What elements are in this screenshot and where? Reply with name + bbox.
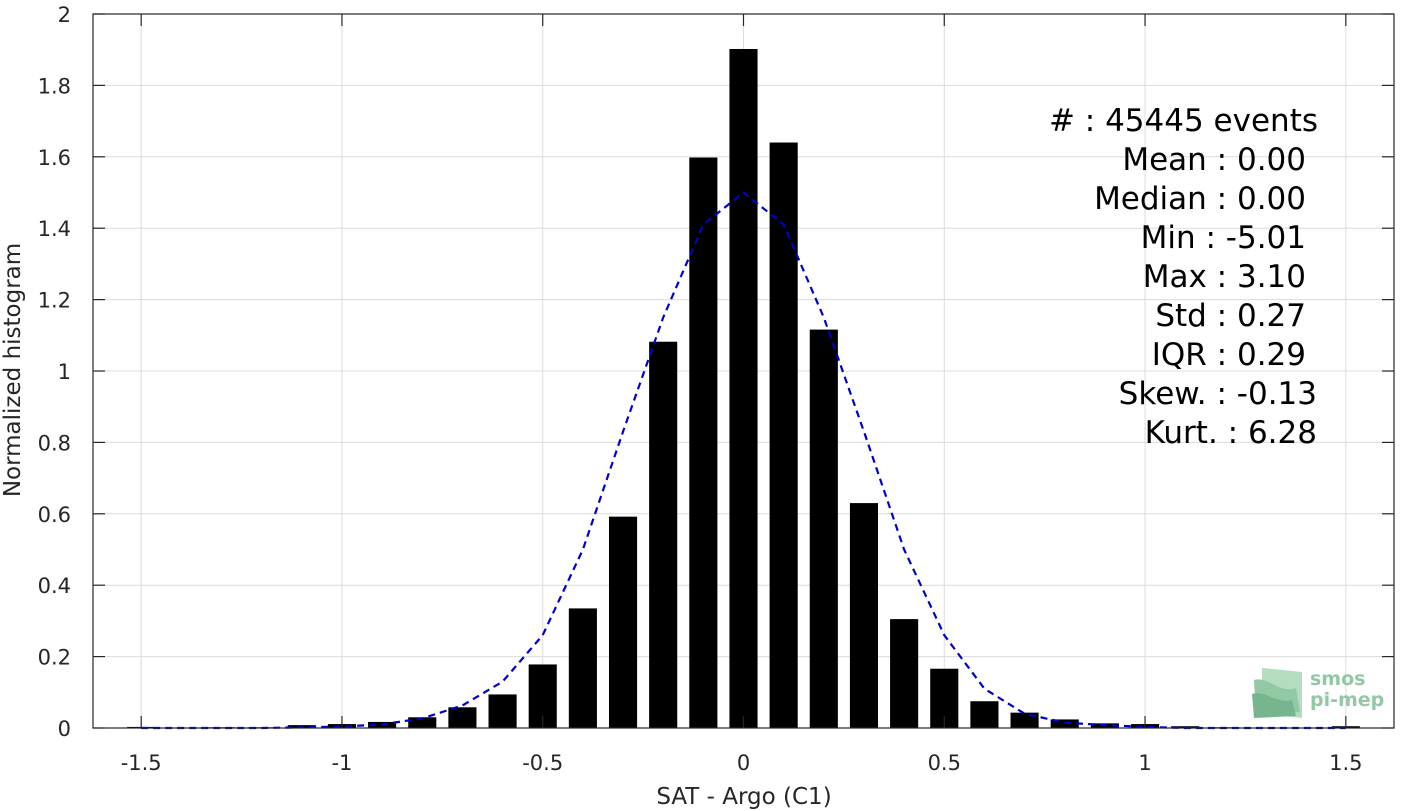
- logo-text-pi-mep: pi-mep: [1310, 689, 1384, 711]
- histogram-bar: [608, 516, 638, 728]
- smos-pi-mep-logo: smos pi-mep: [1252, 668, 1384, 718]
- stat-line: Min : -5.01: [1141, 220, 1306, 256]
- x-tick-label: -0.5: [522, 751, 563, 775]
- histogram-bar: [1010, 712, 1039, 728]
- y-tick-label: 1.4: [38, 217, 71, 241]
- logo-text-smos: smos: [1310, 668, 1365, 690]
- axis-tick-labels: -1.5 -1 -0.5 0 0.5 1 1.5 0 0.2 0.4 0.6 0.8 1 1.2 1.4 1.…: [38, 3, 1363, 775]
- y-tick-label: 0.4: [38, 574, 71, 598]
- histogram-bar: [729, 48, 758, 728]
- y-tick-label: 0.2: [38, 646, 71, 670]
- x-tick-label: -1: [331, 751, 352, 775]
- stat-line: IQR : 0.29: [1152, 337, 1306, 373]
- stat-line: Mean : 0.00: [1122, 142, 1306, 178]
- histogram-bars: [127, 48, 1360, 728]
- x-tick-label: 0.5: [928, 751, 961, 775]
- y-tick-label: 1.6: [38, 146, 71, 170]
- y-tick-label: 0.6: [38, 503, 71, 527]
- logo-mark-icon: [1252, 668, 1302, 718]
- stat-line: Skew. : -0.13: [1119, 376, 1317, 412]
- stat-line: Median : 0.00: [1094, 181, 1306, 217]
- axis-ticks: [93, 13, 1394, 729]
- x-tick-label: 0: [737, 751, 750, 775]
- x-tick-label: -1.5: [121, 751, 162, 775]
- stat-line: Kurt. : 6.28: [1145, 415, 1317, 451]
- histogram-bar: [769, 142, 798, 728]
- histogram-bar: [849, 503, 879, 728]
- histogram-bar: [1050, 719, 1079, 728]
- y-tick-label: 0: [58, 717, 71, 741]
- histogram-bar: [408, 717, 437, 728]
- normal-fit-curve: [141, 191, 1346, 730]
- histogram-bar: [970, 701, 999, 728]
- x-tick-label: 1.5: [1329, 751, 1362, 775]
- y-tick-label: 1.2: [38, 289, 71, 313]
- histogram-bar: [890, 619, 919, 728]
- histogram-bar: [448, 707, 477, 728]
- stat-line: Std : 0.27: [1155, 298, 1306, 334]
- histogram-bar: [649, 341, 678, 728]
- histogram-bar: [488, 694, 517, 728]
- x-tick-label: 1: [1138, 751, 1151, 775]
- y-tick-label: 1.8: [38, 74, 71, 98]
- stat-line: # : 45445 events: [1049, 103, 1318, 139]
- y-tick-label: 0.8: [38, 431, 71, 455]
- y-tick-label: 2: [58, 3, 71, 27]
- histogram-bar: [568, 608, 597, 728]
- y-tick-label: 1: [58, 360, 71, 384]
- histogram-bar: [809, 329, 838, 728]
- stat-line: Max : 3.10: [1143, 259, 1306, 295]
- x-axis-title: SAT - Argo (C1): [656, 784, 831, 810]
- histogram-bar: [689, 157, 718, 728]
- y-axis-title: Normalized histogram: [0, 243, 26, 497]
